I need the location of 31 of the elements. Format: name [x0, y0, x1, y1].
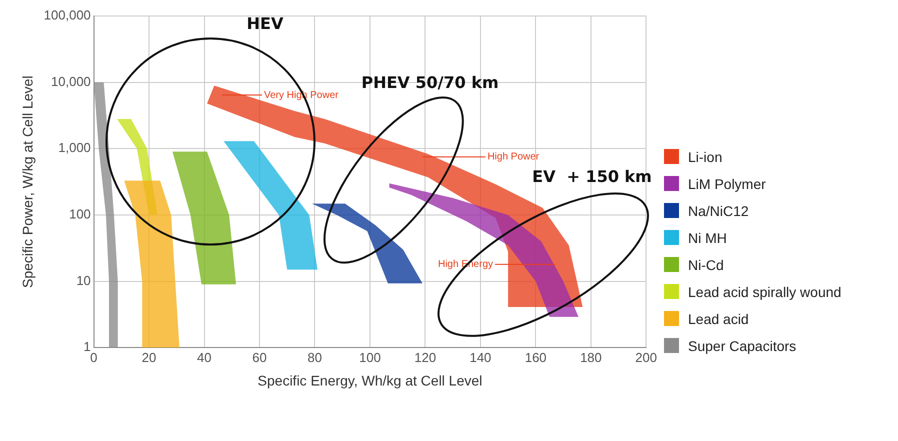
- legend-label: Li-ion: [688, 148, 722, 164]
- y-tick-label: 10,000: [51, 74, 91, 89]
- x-axis-title: Specific Energy, Wh/kg at Cell Level: [258, 372, 482, 388]
- legend-label: Na/NiC12: [688, 202, 749, 218]
- y-tick-label: 100,000: [44, 8, 91, 23]
- legend-label: Super Capacitors: [688, 338, 796, 354]
- x-tick-label: 80: [308, 350, 322, 365]
- legend-label: Lead acid spirally wound: [688, 284, 842, 300]
- x-tick-label: 40: [197, 350, 212, 365]
- y-tick-label: 1,000: [58, 140, 91, 156]
- annotation: HEV: [246, 14, 284, 34]
- annotation: PHEV 50/70 km: [361, 73, 499, 92]
- annotation: EV + 150 km: [532, 167, 652, 186]
- x-tick-label: 0: [90, 350, 98, 365]
- y-tick-label: 1: [84, 339, 91, 354]
- x-tick-label: 140: [470, 350, 492, 365]
- legend-label: Ni MH: [688, 230, 727, 246]
- x-tick-label: 60: [252, 350, 267, 365]
- annotation: High Power: [487, 152, 540, 163]
- y-tick-label: 100: [69, 206, 91, 222]
- x-tick-label: 100: [359, 350, 381, 365]
- legend-label: LiM Polymer: [688, 176, 766, 192]
- x-tick-label: 160: [524, 350, 547, 365]
- x-tick-label: 180: [580, 350, 602, 365]
- y-tick-label: 10: [76, 272, 91, 288]
- legend-label: Lead acid: [688, 310, 749, 326]
- x-tick-label: 20: [142, 350, 156, 365]
- x-tick-label: 120: [414, 350, 436, 365]
- legend-label: Ni-Cd: [688, 256, 724, 272]
- y-axis-title: Specific Power, W/kg at Cell Level: [19, 76, 36, 288]
- x-tick-label: 200: [635, 350, 658, 365]
